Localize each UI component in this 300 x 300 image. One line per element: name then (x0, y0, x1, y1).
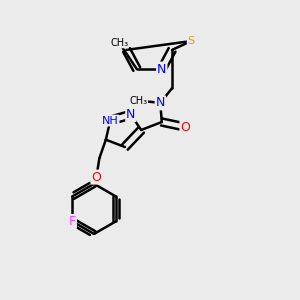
Text: NH: NH (102, 116, 119, 126)
Text: O: O (180, 121, 190, 134)
Text: N: N (157, 62, 167, 76)
Text: F: F (69, 215, 76, 228)
Text: N: N (126, 108, 136, 121)
Text: CH₃: CH₃ (129, 95, 147, 106)
Text: O: O (92, 171, 101, 184)
Text: S: S (188, 36, 195, 46)
Text: CH₃: CH₃ (110, 38, 128, 47)
Text: N: N (156, 96, 165, 110)
